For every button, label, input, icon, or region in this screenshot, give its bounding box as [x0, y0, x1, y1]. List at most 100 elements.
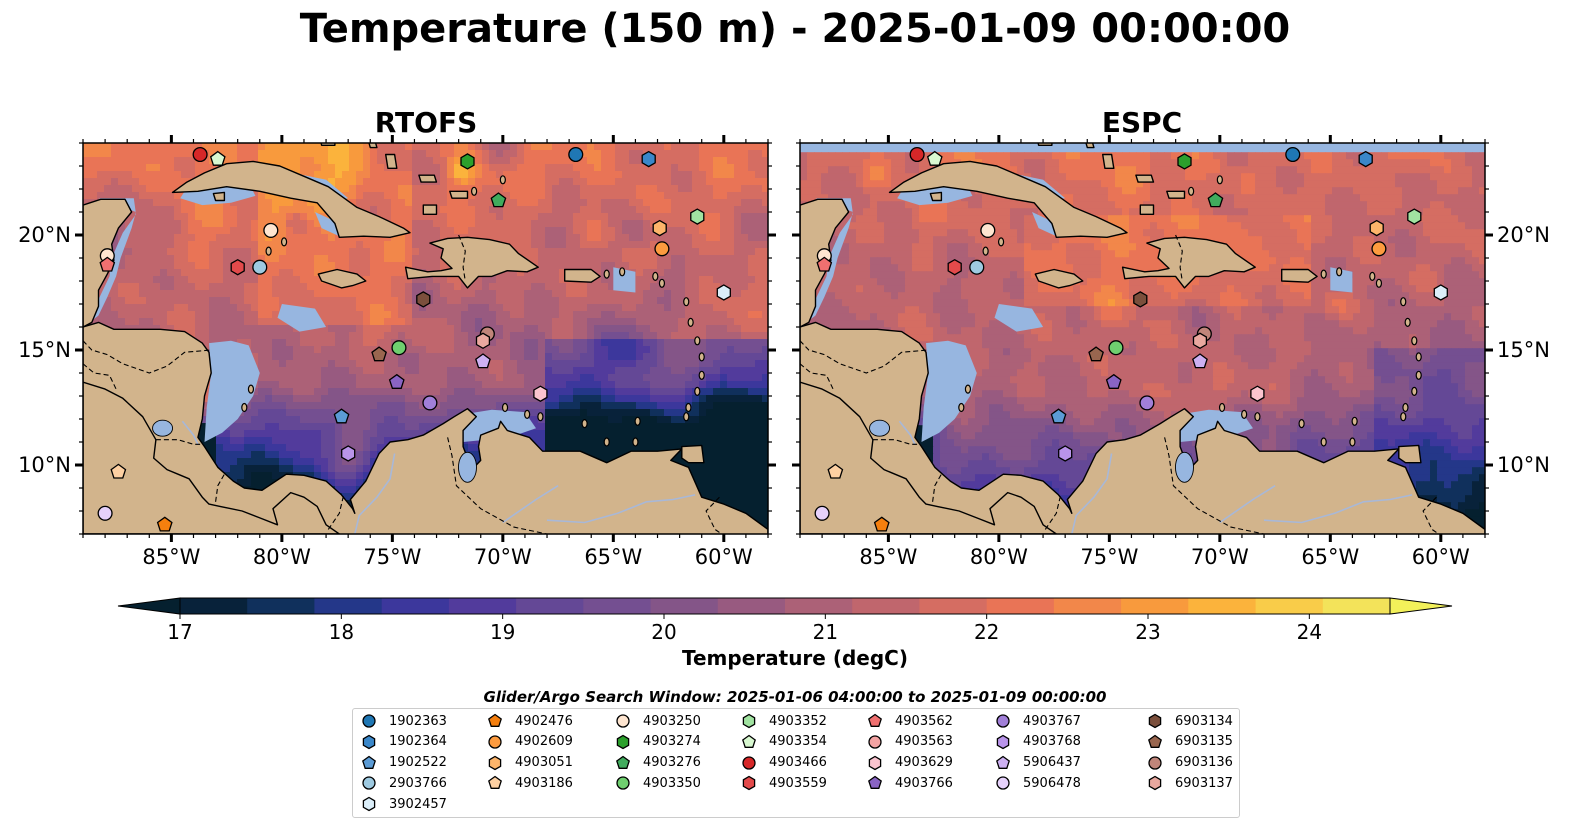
- lat-tick-label: 15°N: [18, 338, 71, 362]
- legend-label: 4903767: [1023, 713, 1081, 729]
- colorbar-bin: [1255, 598, 1324, 614]
- map-panel-espc[interactable]: 85°W 80°W 75°W 70°W 65°W 60°W 20°N 15°N 10°N: [0, 0, 1590, 590]
- float-marker-4903559: [230, 258, 245, 276]
- legend-marker: [868, 713, 882, 727]
- colorbar-bin: [1188, 598, 1256, 614]
- circle-marker-icon: [616, 714, 630, 728]
- legend-marker: [742, 734, 756, 748]
- legend-item: 4903559: [741, 773, 827, 793]
- float-marker-5906437: [1192, 353, 1208, 369]
- float-marker-1902364: [1358, 150, 1373, 168]
- pentagon-marker-icon: [488, 713, 502, 727]
- legend-label: 4903766: [895, 775, 953, 791]
- float-marker-4903767: [1139, 395, 1155, 411]
- legend-marker: [868, 755, 882, 770]
- colorbar-under-arrow: [117, 597, 181, 615]
- legend-marker: [362, 796, 376, 812]
- hexagon-marker-icon: [362, 734, 376, 750]
- legend-item: 6903136: [1147, 753, 1233, 773]
- legend-item: 4903354: [741, 732, 827, 752]
- colorbar-bin: [852, 598, 920, 614]
- float-marker-4903186: [110, 463, 127, 479]
- legend: 1902363 1902364 1902522 2903766 3902457 49024…: [352, 708, 1240, 818]
- legend-marker: [742, 713, 756, 729]
- legend-label: 4903250: [643, 713, 701, 729]
- colorbar: 17 18 19 20 21 22 23 24: [117, 597, 1453, 644]
- legend-marker: [616, 755, 630, 769]
- float-marker-4903466: [192, 146, 208, 163]
- float-marker-3902457: [716, 284, 731, 301]
- map-frame: [82, 142, 769, 535]
- legend-label: 4902476: [515, 713, 573, 729]
- legend-item: 4903562: [867, 711, 953, 731]
- float-marker-4903276: [490, 192, 507, 208]
- legend-label: 1902522: [389, 755, 447, 771]
- legend-item: 1902522: [361, 753, 447, 773]
- legend-marker: [488, 776, 502, 790]
- colorbar-bin: [1322, 598, 1391, 614]
- pentagon-marker-icon: [996, 755, 1010, 769]
- legend-label: 4903051: [515, 755, 573, 771]
- float-marker-4903274: [460, 153, 475, 170]
- legend-label: 5906437: [1023, 755, 1081, 771]
- legend-item: 4903051: [487, 753, 573, 773]
- float-marker-4903766: [1105, 373, 1122, 389]
- float-marker-4903350: [1108, 340, 1124, 356]
- hexagon-marker-icon: [488, 755, 502, 770]
- float-marker-4903767: [422, 395, 438, 411]
- hexagon-marker-icon: [1148, 713, 1162, 729]
- pentagon-marker-icon: [616, 755, 630, 769]
- legend-item: 4903276: [615, 753, 701, 773]
- legend-item: 1902364: [361, 732, 447, 752]
- circle-marker-icon: [362, 776, 376, 791]
- float-marker-4902476: [156, 516, 173, 532]
- float-marker-4903768: [1058, 445, 1073, 462]
- legend-marker: [488, 735, 502, 749]
- legend-title: Glider/Argo Search Window: 2025-01-06 04…: [483, 688, 1107, 706]
- legend-item: 6903134: [1147, 711, 1233, 731]
- float-marker-1902363: [568, 146, 584, 163]
- legend-label: 6903136: [1175, 755, 1233, 771]
- float-marker-4903352: [690, 208, 705, 225]
- hexagon-marker-icon: [996, 734, 1010, 750]
- colorbar-tick-label: 18: [329, 620, 354, 644]
- lon-tick-label: 80°W: [253, 545, 311, 569]
- legend-label: 4903768: [1023, 734, 1081, 750]
- float-marker-6903134: [416, 291, 431, 308]
- legend-item: 4903350: [615, 773, 701, 793]
- lon-tick-label: 65°W: [1301, 545, 1359, 569]
- legend-label: 4903466: [769, 755, 827, 771]
- circle-marker-icon: [1148, 755, 1162, 770]
- colorbar-bin: [785, 598, 853, 614]
- float-marker-4902476: [873, 516, 890, 532]
- float-marker-3902457: [1433, 284, 1448, 301]
- legend-item: 4903250: [615, 711, 701, 731]
- legend-item: 6903135: [1147, 732, 1233, 752]
- legend-marker: [996, 755, 1010, 769]
- lon-tick-label: 85°W: [142, 545, 200, 569]
- lon-tick-label: 60°W: [695, 545, 753, 569]
- legend-label: 4903186: [515, 775, 573, 791]
- float-markers: [814, 146, 1448, 532]
- lon-tick-label: 75°W: [1080, 545, 1138, 569]
- legend-marker: [868, 735, 882, 749]
- float-marker-4903274: [1177, 153, 1192, 170]
- float-marker-1902522: [333, 408, 350, 424]
- colorbar-bin: [583, 598, 651, 614]
- legend-item: 4903274: [615, 732, 701, 752]
- colorbar-bin: [247, 598, 315, 614]
- colorbar-tick-label: 22: [974, 620, 999, 644]
- legend-marker: [362, 714, 376, 728]
- float-marker-4903250: [263, 222, 279, 238]
- hexagon-marker-icon: [742, 776, 756, 791]
- figure-title: Temperature (150 m) - 2025-01-09 00:00:0…: [299, 6, 1291, 52]
- float-marker-4903276: [1207, 192, 1224, 208]
- colorbar-bin: [986, 598, 1055, 614]
- legend-marker: [996, 714, 1010, 728]
- map-panel-rtofs[interactable]: 85°W 80°W 75°W 70°W 65°W 60°W 20°N 15°N 10°N: [0, 0, 790, 590]
- legend-label: 4903274: [643, 734, 701, 750]
- hexagon-marker-icon: [362, 796, 376, 812]
- panel-title-rtofs: RTOFS: [374, 106, 478, 139]
- circle-marker-icon: [996, 714, 1010, 728]
- colorbar-tick-label: 19: [490, 620, 515, 644]
